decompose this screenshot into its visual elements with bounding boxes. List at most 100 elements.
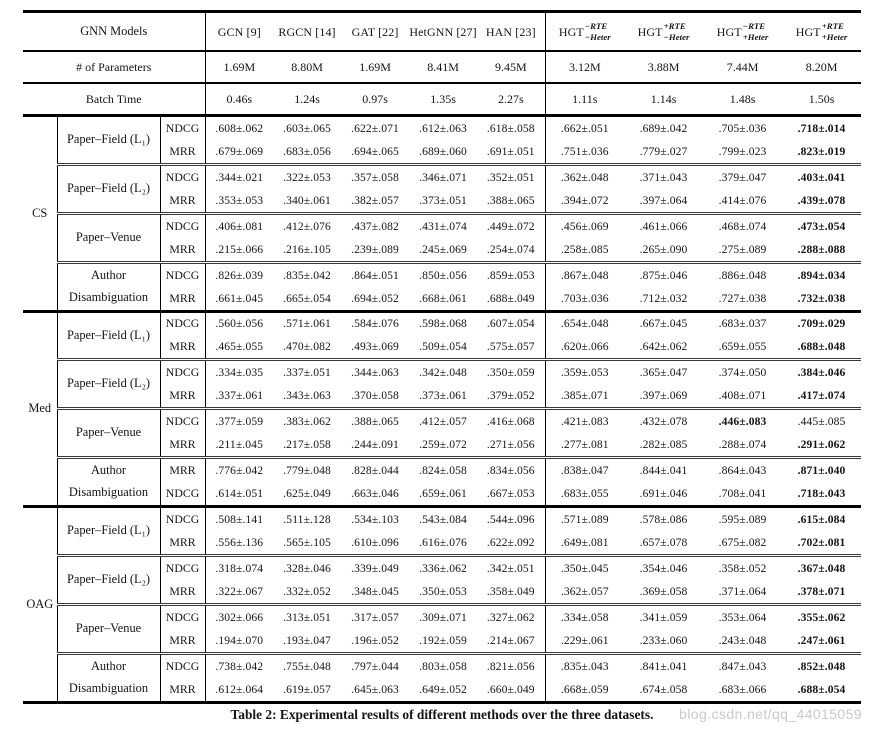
result-cell: .271±.056: [486, 438, 535, 452]
result-cell: .397±.064: [639, 193, 688, 207]
parameters-label: # of Parameters: [23, 51, 206, 84]
result-cell: .334±.035: [205, 358, 274, 385]
batch-time-row: Batch Time 0.46s 1.24s 0.97s 1.35s 2.27s 1.11…: [23, 83, 862, 117]
batch-time-value: 1.50s: [782, 83, 862, 117]
result-cell: .445±.085: [782, 407, 862, 434]
result-cell: .508±.141: [205, 504, 274, 531]
result-cell: .598±.068: [409, 309, 478, 336]
result-cell: .348±.045: [351, 584, 399, 598]
metric-label: MRR: [160, 139, 206, 165]
result-row: MRR .194±.070 .193±.047 .196±.052 .192±.059.…: [23, 628, 861, 654]
metric-label: MRR: [160, 456, 206, 483]
result-cell: .675±.082: [718, 535, 767, 549]
result-cell: .233±.060: [639, 633, 688, 647]
metric-label: MRR: [160, 384, 206, 409]
result-cell: .344±.063: [341, 358, 410, 385]
result-cell: .615±.084: [782, 504, 862, 531]
model-column-header: HGT −RTE +Heter: [703, 11, 783, 52]
result-cell: .560±.056: [205, 309, 274, 336]
result-cell: .674±.058: [639, 682, 688, 696]
result-cell: .727±.038: [718, 291, 767, 305]
result-cell: .367±.048: [782, 553, 862, 580]
result-cell: .622±.092: [486, 535, 535, 549]
result-cell: .614±.051: [215, 487, 264, 501]
result-cell: .343±.063: [283, 389, 331, 403]
result-cell: .352±.051: [477, 162, 546, 189]
result-cell: .668±.059: [544, 677, 625, 702]
result-cell: .886±.048: [703, 260, 783, 287]
result-cell: .625±.049: [283, 487, 331, 501]
result-cell: .377±.059: [205, 407, 274, 434]
result-cell: .342±.051: [477, 553, 546, 580]
model-name: HGT: [637, 25, 663, 40]
task-label: Author Disambiguation: [57, 260, 161, 311]
result-cell: .449±.072: [477, 211, 546, 238]
result-cell: .417±.074: [797, 389, 846, 403]
result-cell: .258±.085: [544, 237, 625, 263]
result-row: MRR .465±.055 .470±.082 .493±.069 .509±.054.…: [23, 335, 861, 360]
result-cell: .259±.072: [419, 438, 467, 452]
task-label: Paper–Field (L₂): [57, 162, 161, 214]
result-row: Paper–Field (L₂) NDCG .334±.035.337±.051.3…: [23, 358, 862, 409]
result-cell: .309±.071: [409, 602, 478, 629]
result-cell: .841±.041: [624, 651, 704, 678]
result-row: MRR .661±.045 .665±.054 .694±.052 .668±.061.…: [23, 286, 861, 311]
result-cell: .824±.058: [409, 456, 478, 483]
result-row: CS Paper–Field (L₁) NDCG .608±.062.603±.065…: [23, 115, 861, 311]
result-cell: .691±.051: [486, 144, 535, 158]
result-cell: .432±.078: [624, 407, 704, 434]
task-label: Paper–Venue: [57, 211, 161, 263]
metric-label: MRR: [160, 530, 206, 556]
model-sub: +Heter: [821, 31, 848, 42]
result-row: MRR .556±.136 .565±.105 .610±.096 .616±.076.…: [23, 530, 861, 556]
result-cell: .244±.091: [351, 438, 399, 452]
metric-label: MRR: [160, 433, 206, 458]
results-table: GNN Models GCN [9] RGCN [14] GAT [22] HetGN…: [23, 10, 862, 704]
result-cell: .350±.053: [419, 584, 467, 598]
result-cell: .619±.057: [283, 682, 331, 696]
result-cell: .584±.076: [341, 309, 410, 336]
result-cell: .373±.061: [419, 389, 467, 403]
result-cell: .412±.057: [409, 407, 478, 434]
result-cell: .382±.057: [351, 193, 399, 207]
model-name: GCN [9]: [217, 24, 261, 39]
result-cell: .657±.078: [639, 535, 688, 549]
result-cell: .708±.041: [718, 487, 767, 501]
result-cell: .357±.058: [341, 162, 410, 189]
result-cell: .275±.089: [718, 242, 767, 256]
result-row: MRR .337±.061 .343±.063 .370±.058 .373±.061.…: [23, 384, 861, 409]
result-cell: .511±.128: [273, 504, 342, 531]
result-cell: .313±.051: [273, 602, 342, 629]
result-cell: .665±.054: [283, 291, 331, 305]
result-cell: .823±.019: [797, 144, 846, 158]
metric-label: MRR: [160, 335, 206, 360]
task-label: Paper–Field (L₁): [57, 309, 161, 360]
result-cell: .327±.062: [477, 602, 546, 629]
result-cell: .859±.053: [477, 260, 546, 287]
result-cell: .358±.049: [486, 584, 535, 598]
result-cell: .649±.052: [419, 682, 467, 696]
result-cell: .612±.064: [215, 682, 264, 696]
result-cell: .688±.048: [797, 340, 846, 354]
result-cell: .336±.062: [409, 553, 478, 580]
result-cell: .217±.058: [283, 438, 331, 452]
metric-label: NDCG: [160, 407, 206, 434]
result-cell: .595±.089: [703, 504, 783, 531]
model-sup: −RTE: [584, 21, 608, 32]
metric-label: NDCG: [160, 602, 206, 629]
result-row: Author Disambiguation NDCG .826±.039.835±.…: [23, 260, 862, 311]
result-cell: .844±.041: [624, 456, 704, 483]
param-value: 7.44M: [703, 51, 783, 84]
metric-label: NDCG: [160, 115, 206, 140]
dataset-label: Med: [23, 309, 58, 507]
result-cell: .852±.048: [782, 651, 862, 678]
result-cell: .688±.049: [486, 291, 535, 305]
metric-label: NDCG: [160, 482, 206, 507]
result-cell: .216±.105: [283, 242, 331, 256]
model-sup: −RTE: [742, 21, 766, 32]
results-table-wrap: GNN Models GCN [9] RGCN [14] GAT [22] HetGN…: [23, 10, 862, 704]
result-cell: .414±.076: [718, 193, 767, 207]
result-cell: .337±.061: [215, 389, 264, 403]
result-cell: .371±.064: [718, 584, 767, 598]
metric-label: NDCG: [160, 358, 206, 385]
